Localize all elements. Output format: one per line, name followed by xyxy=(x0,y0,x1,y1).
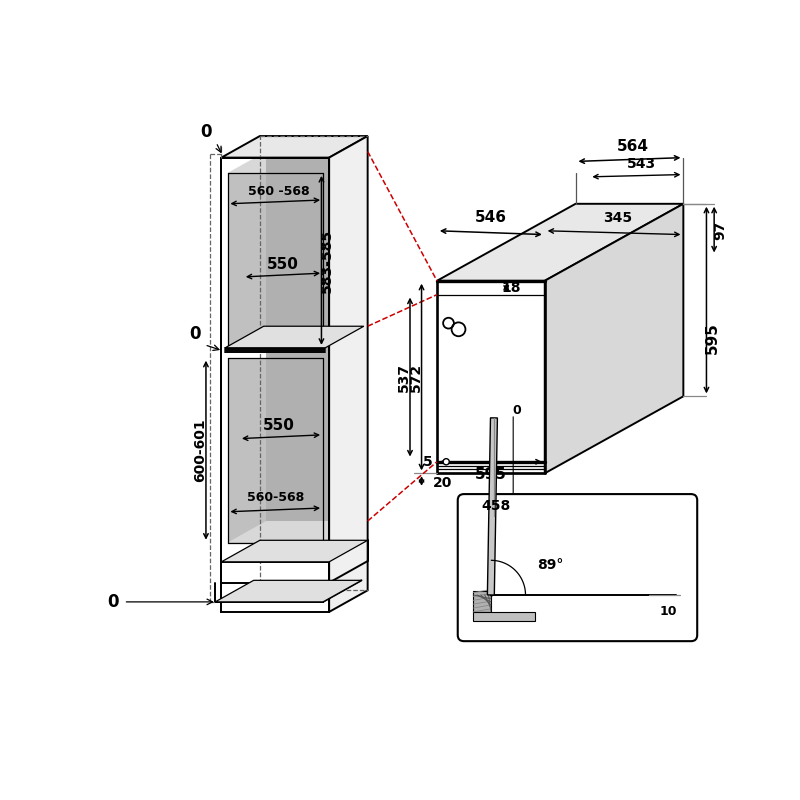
Polygon shape xyxy=(473,591,491,612)
Text: 560-568: 560-568 xyxy=(246,491,304,504)
Polygon shape xyxy=(226,326,364,348)
FancyBboxPatch shape xyxy=(458,494,698,641)
Circle shape xyxy=(443,458,450,465)
Polygon shape xyxy=(215,580,362,602)
Polygon shape xyxy=(266,336,362,521)
Polygon shape xyxy=(227,358,323,542)
Text: 345: 345 xyxy=(603,211,633,226)
Polygon shape xyxy=(227,173,323,348)
Text: 560 -568: 560 -568 xyxy=(248,185,310,198)
Polygon shape xyxy=(437,204,683,281)
Text: 564: 564 xyxy=(618,138,650,154)
Text: 572: 572 xyxy=(408,362,422,392)
Polygon shape xyxy=(487,418,498,595)
Text: 20: 20 xyxy=(433,475,453,490)
Polygon shape xyxy=(227,151,362,173)
Text: 537: 537 xyxy=(397,362,411,391)
Text: 600-601: 600-601 xyxy=(193,418,206,482)
Text: 18: 18 xyxy=(502,281,522,294)
Text: 595: 595 xyxy=(705,322,720,354)
Text: 583-585: 583-585 xyxy=(320,229,334,293)
Text: 550: 550 xyxy=(263,418,295,434)
Polygon shape xyxy=(329,136,368,612)
Text: 10: 10 xyxy=(659,606,677,618)
Text: 0: 0 xyxy=(513,404,522,417)
Text: 458: 458 xyxy=(482,498,511,513)
Text: 595: 595 xyxy=(475,467,506,482)
Polygon shape xyxy=(222,136,368,158)
Polygon shape xyxy=(266,151,362,326)
Text: 0: 0 xyxy=(201,122,212,141)
Text: 546: 546 xyxy=(475,210,507,226)
Polygon shape xyxy=(545,204,683,474)
Text: 543: 543 xyxy=(626,157,655,170)
Text: 97: 97 xyxy=(714,221,727,240)
Text: 550: 550 xyxy=(267,257,299,271)
Text: 0: 0 xyxy=(107,593,119,611)
Text: 89°: 89° xyxy=(537,558,563,572)
Polygon shape xyxy=(227,521,362,542)
Polygon shape xyxy=(222,540,368,562)
Text: 5: 5 xyxy=(423,454,433,469)
Polygon shape xyxy=(473,612,534,621)
Text: 0: 0 xyxy=(189,325,201,343)
